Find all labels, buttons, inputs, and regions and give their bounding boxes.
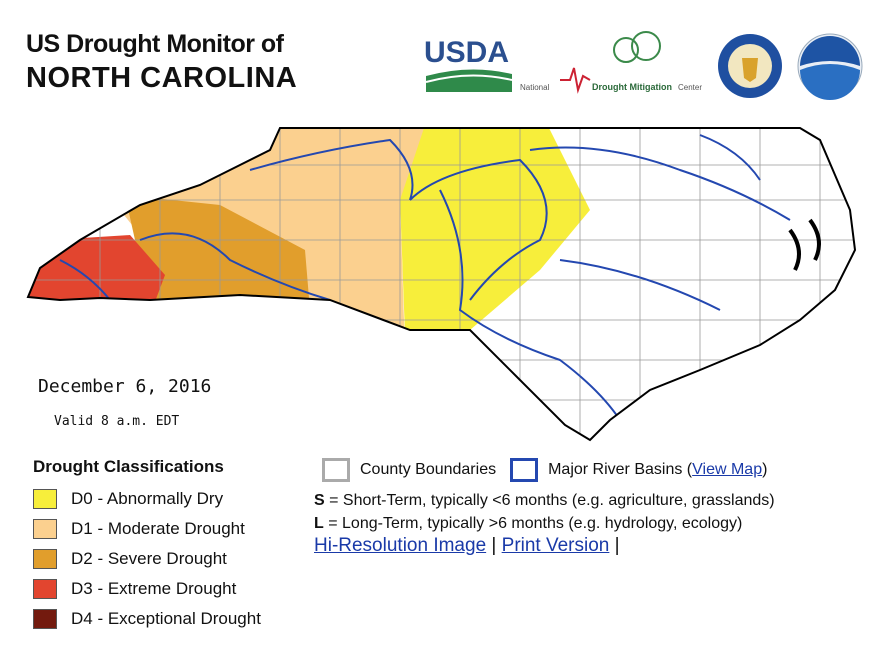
basin-label: Major River Basins ( — [548, 461, 693, 478]
key-row: County Boundaries Major River Basins (Vi… — [322, 458, 767, 482]
legend-item: D1 - Moderate Drought — [33, 519, 245, 539]
map — [27, 127, 856, 441]
ndmc-tree — [631, 31, 661, 61]
river — [249, 138, 414, 201]
legend-item: D4 - Exceptional Drought — [33, 609, 261, 629]
view-map-link[interactable]: View Map — [692, 461, 763, 478]
county-swatch — [322, 458, 350, 482]
print-link[interactable]: Print Version — [501, 535, 610, 556]
river — [439, 189, 621, 421]
legend-label: D2 - Severe Drought — [71, 549, 227, 568]
sounds — [788, 218, 821, 271]
legend-item: D2 - Severe Drought — [33, 549, 227, 569]
ndmc-line — [560, 67, 591, 94]
separator: | — [614, 535, 620, 556]
hires-link[interactable]: Hi-Resolution Image — [314, 535, 487, 556]
legend-item: D3 - Extreme Drought — [33, 579, 236, 599]
river-basins — [59, 134, 791, 421]
map-date: December 6, 2016 — [38, 376, 212, 397]
legend-item: D0 - Abnormally Dry — [33, 489, 223, 509]
basin-close: ) — [762, 461, 768, 478]
drought-area — [125, 195, 310, 315]
usda-logo: USDA — [424, 36, 509, 69]
river — [699, 134, 761, 181]
ndmc-suffix: Center — [678, 83, 702, 92]
drought-area — [400, 128, 590, 335]
river — [139, 232, 331, 301]
links: Hi-Resolution Image | Print Version | — [314, 535, 620, 557]
usda-wave — [426, 69, 512, 92]
short-term-note: S = Short-Term, typically <6 months (e.g… — [314, 492, 775, 510]
legend-swatch — [33, 609, 57, 629]
long-term-note: L = Long-Term, typically >6 months (e.g.… — [314, 515, 742, 533]
river — [559, 259, 721, 311]
s-key: S — [314, 492, 325, 509]
doc-shield — [742, 58, 758, 82]
s-text: = Short-Term, typically <6 months (e.g. … — [324, 492, 775, 509]
legend-label: D1 - Moderate Drought — [71, 519, 245, 538]
legend-title: Drought Classifications — [33, 457, 224, 476]
logos: USDA National Drought Mitigation Center — [424, 31, 863, 100]
river — [409, 158, 548, 301]
ndmc-tree — [613, 37, 639, 63]
noaa-sea — [800, 64, 860, 100]
usda-stripe — [425, 74, 513, 83]
map-valid: Valid 8 a.m. EDT — [54, 414, 180, 429]
river — [529, 146, 791, 221]
l-text: = Long-Term, typically >6 months (e.g. h… — [323, 515, 743, 532]
ndmc-prefix: National — [520, 83, 550, 92]
title-line2: NORTH CAROLINA — [26, 62, 298, 94]
county-label: County Boundaries — [360, 461, 497, 478]
legend-label: D4 - Exceptional Drought — [71, 609, 261, 628]
river — [59, 259, 111, 301]
noaa-sky — [800, 36, 860, 66]
legend-swatch — [33, 489, 57, 509]
legend-swatch — [33, 519, 57, 539]
title-line1: US Drought Monitor of — [26, 30, 284, 58]
legend-label: D3 - Extreme Drought — [71, 579, 237, 598]
basin-swatch — [510, 458, 539, 482]
separator: | — [491, 535, 497, 556]
l-key: L — [314, 515, 324, 532]
ndmc-name: Drought Mitigation — [592, 82, 672, 92]
legend-swatch — [33, 549, 57, 569]
legend-swatch — [33, 579, 57, 599]
legend-label: D0 - Abnormally Dry — [71, 489, 224, 508]
